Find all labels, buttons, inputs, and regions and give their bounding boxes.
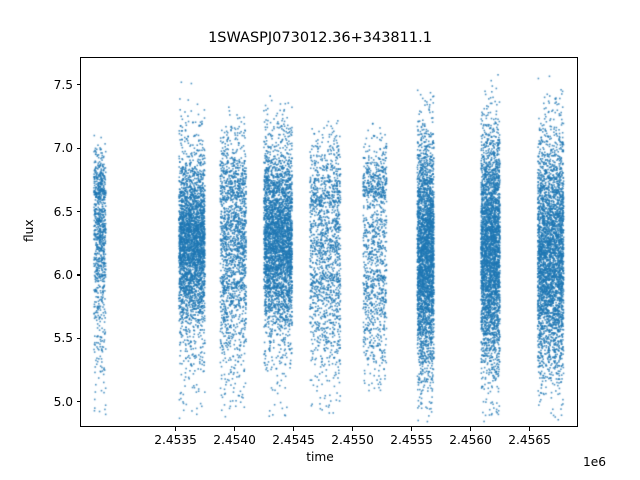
- y-tick-mark: [76, 211, 80, 213]
- scatter-plot-points: [81, 58, 577, 426]
- x-tick-mark: [175, 427, 177, 431]
- x-tick-label: 2.4550: [331, 433, 374, 447]
- x-axis-label: time: [306, 450, 334, 464]
- x-tick-mark: [352, 427, 354, 431]
- x-tick-label: 2.4565: [508, 433, 551, 447]
- x-tick-mark: [293, 427, 295, 431]
- y-tick-mark: [76, 337, 80, 339]
- y-tick-mark: [76, 274, 80, 276]
- y-tick-label: 6.0: [53, 267, 73, 282]
- y-tick-label: 6.5: [53, 204, 73, 219]
- x-tick-mark: [411, 427, 413, 431]
- x-tick-label: 2.4560: [449, 433, 492, 447]
- x-tick-mark: [529, 427, 531, 431]
- y-axis-label: flux: [22, 219, 36, 242]
- y-tick-mark: [76, 401, 80, 403]
- x-axis-offset-multiplier: 1e6: [582, 455, 606, 469]
- y-tick-label: 7.0: [53, 141, 73, 156]
- plot-axes-area: [80, 57, 578, 427]
- y-tick-label: 5.0: [53, 394, 73, 409]
- x-tick-label: 2.4535: [154, 433, 197, 447]
- x-tick-mark: [234, 427, 236, 431]
- y-tick-mark: [76, 147, 80, 149]
- x-tick-mark: [470, 427, 472, 431]
- y-tick-mark: [76, 84, 80, 86]
- x-tick-label: 2.4545: [272, 433, 315, 447]
- y-tick-label: 7.5: [53, 77, 73, 92]
- page-title: 1SWASPJ073012.36+343811.1: [208, 30, 432, 46]
- y-tick-label: 5.5: [53, 331, 73, 346]
- x-tick-label: 2.4540: [213, 433, 256, 447]
- x-tick-label: 2.4555: [390, 433, 433, 447]
